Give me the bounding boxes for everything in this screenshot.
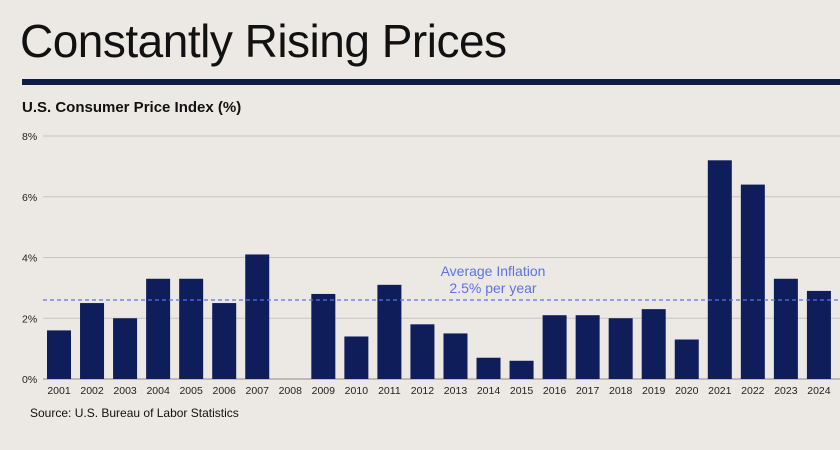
- x-tick-label: 2018: [609, 385, 633, 397]
- x-tick-label: 2015: [510, 385, 534, 397]
- bar-2012: [410, 324, 435, 379]
- bar-2003: [113, 318, 138, 379]
- bar-2009: [311, 293, 336, 379]
- x-tick-label: 2013: [444, 385, 468, 397]
- x-tick-label: 2001: [47, 385, 71, 397]
- bar-2020: [674, 339, 699, 379]
- bar-2010: [344, 336, 369, 379]
- bars: [47, 160, 831, 379]
- y-tick-label: 8%: [22, 131, 37, 143]
- title-divider: [22, 79, 840, 85]
- bar-2015: [509, 360, 534, 379]
- grid-lines: [43, 135, 840, 380]
- x-tick-label: 2009: [312, 385, 336, 397]
- bar-2004: [146, 278, 171, 379]
- average-inflation-value-label: 2.5% per year: [449, 280, 536, 296]
- bar-2019: [641, 309, 666, 379]
- bar-2013: [443, 333, 468, 379]
- x-tick-label: 2007: [246, 385, 270, 397]
- x-tick-label: 2005: [179, 385, 203, 397]
- x-tick-label: 2017: [576, 385, 600, 397]
- bar-2017: [575, 315, 600, 379]
- bar-2002: [80, 303, 105, 379]
- bar-2022: [740, 184, 765, 379]
- bar-2001: [47, 330, 71, 379]
- x-axis-ticks: 2001 2002 2003 2004 2005 2006 2007 2008 2009 2010…: [47, 385, 830, 397]
- bar-2018: [608, 318, 633, 379]
- y-axis-ticks: 0% 2% 4% 6% 8%: [22, 131, 37, 386]
- x-tick-label: 2003: [113, 385, 137, 397]
- x-tick-label: 2019: [642, 385, 666, 397]
- x-tick-label: 2008: [279, 385, 303, 397]
- x-tick-label: 2012: [411, 385, 435, 397]
- x-tick-label: 2020: [675, 385, 699, 397]
- page-title: Constantly Rising Prices: [20, 15, 507, 67]
- y-tick-label: 6%: [22, 192, 37, 204]
- bar-2016: [542, 315, 567, 379]
- x-tick-label: 2023: [774, 385, 798, 397]
- x-tick-label: 2010: [345, 385, 369, 397]
- y-tick-label: 0%: [22, 374, 37, 386]
- x-tick-label: 2022: [741, 385, 765, 397]
- y-tick-label: 2%: [22, 313, 37, 325]
- x-tick-label: 2002: [80, 385, 104, 397]
- chart-subtitle: U.S. Consumer Price Index (%): [22, 99, 242, 116]
- x-tick-label: 2004: [146, 385, 170, 397]
- bar-2024: [806, 290, 831, 379]
- x-tick-label: 2021: [708, 385, 732, 397]
- bar-2021: [707, 160, 732, 379]
- source-note: Source: U.S. Bureau of Labor Statistics: [30, 406, 239, 420]
- x-tick-label: 2014: [477, 385, 501, 397]
- x-tick-label: 2006: [213, 385, 237, 397]
- bar-2014: [476, 357, 501, 379]
- bar-2007: [245, 254, 270, 379]
- bar-2005: [179, 278, 204, 379]
- bar-2006: [212, 303, 237, 379]
- y-tick-label: 4%: [22, 253, 37, 265]
- x-tick-label: 2011: [378, 385, 401, 397]
- average-inflation-label: Average Inflation: [441, 263, 546, 279]
- x-tick-label: 2024: [807, 385, 831, 397]
- bar-2011: [377, 284, 402, 379]
- x-tick-label: 2016: [543, 385, 567, 397]
- bar-2023: [773, 278, 798, 379]
